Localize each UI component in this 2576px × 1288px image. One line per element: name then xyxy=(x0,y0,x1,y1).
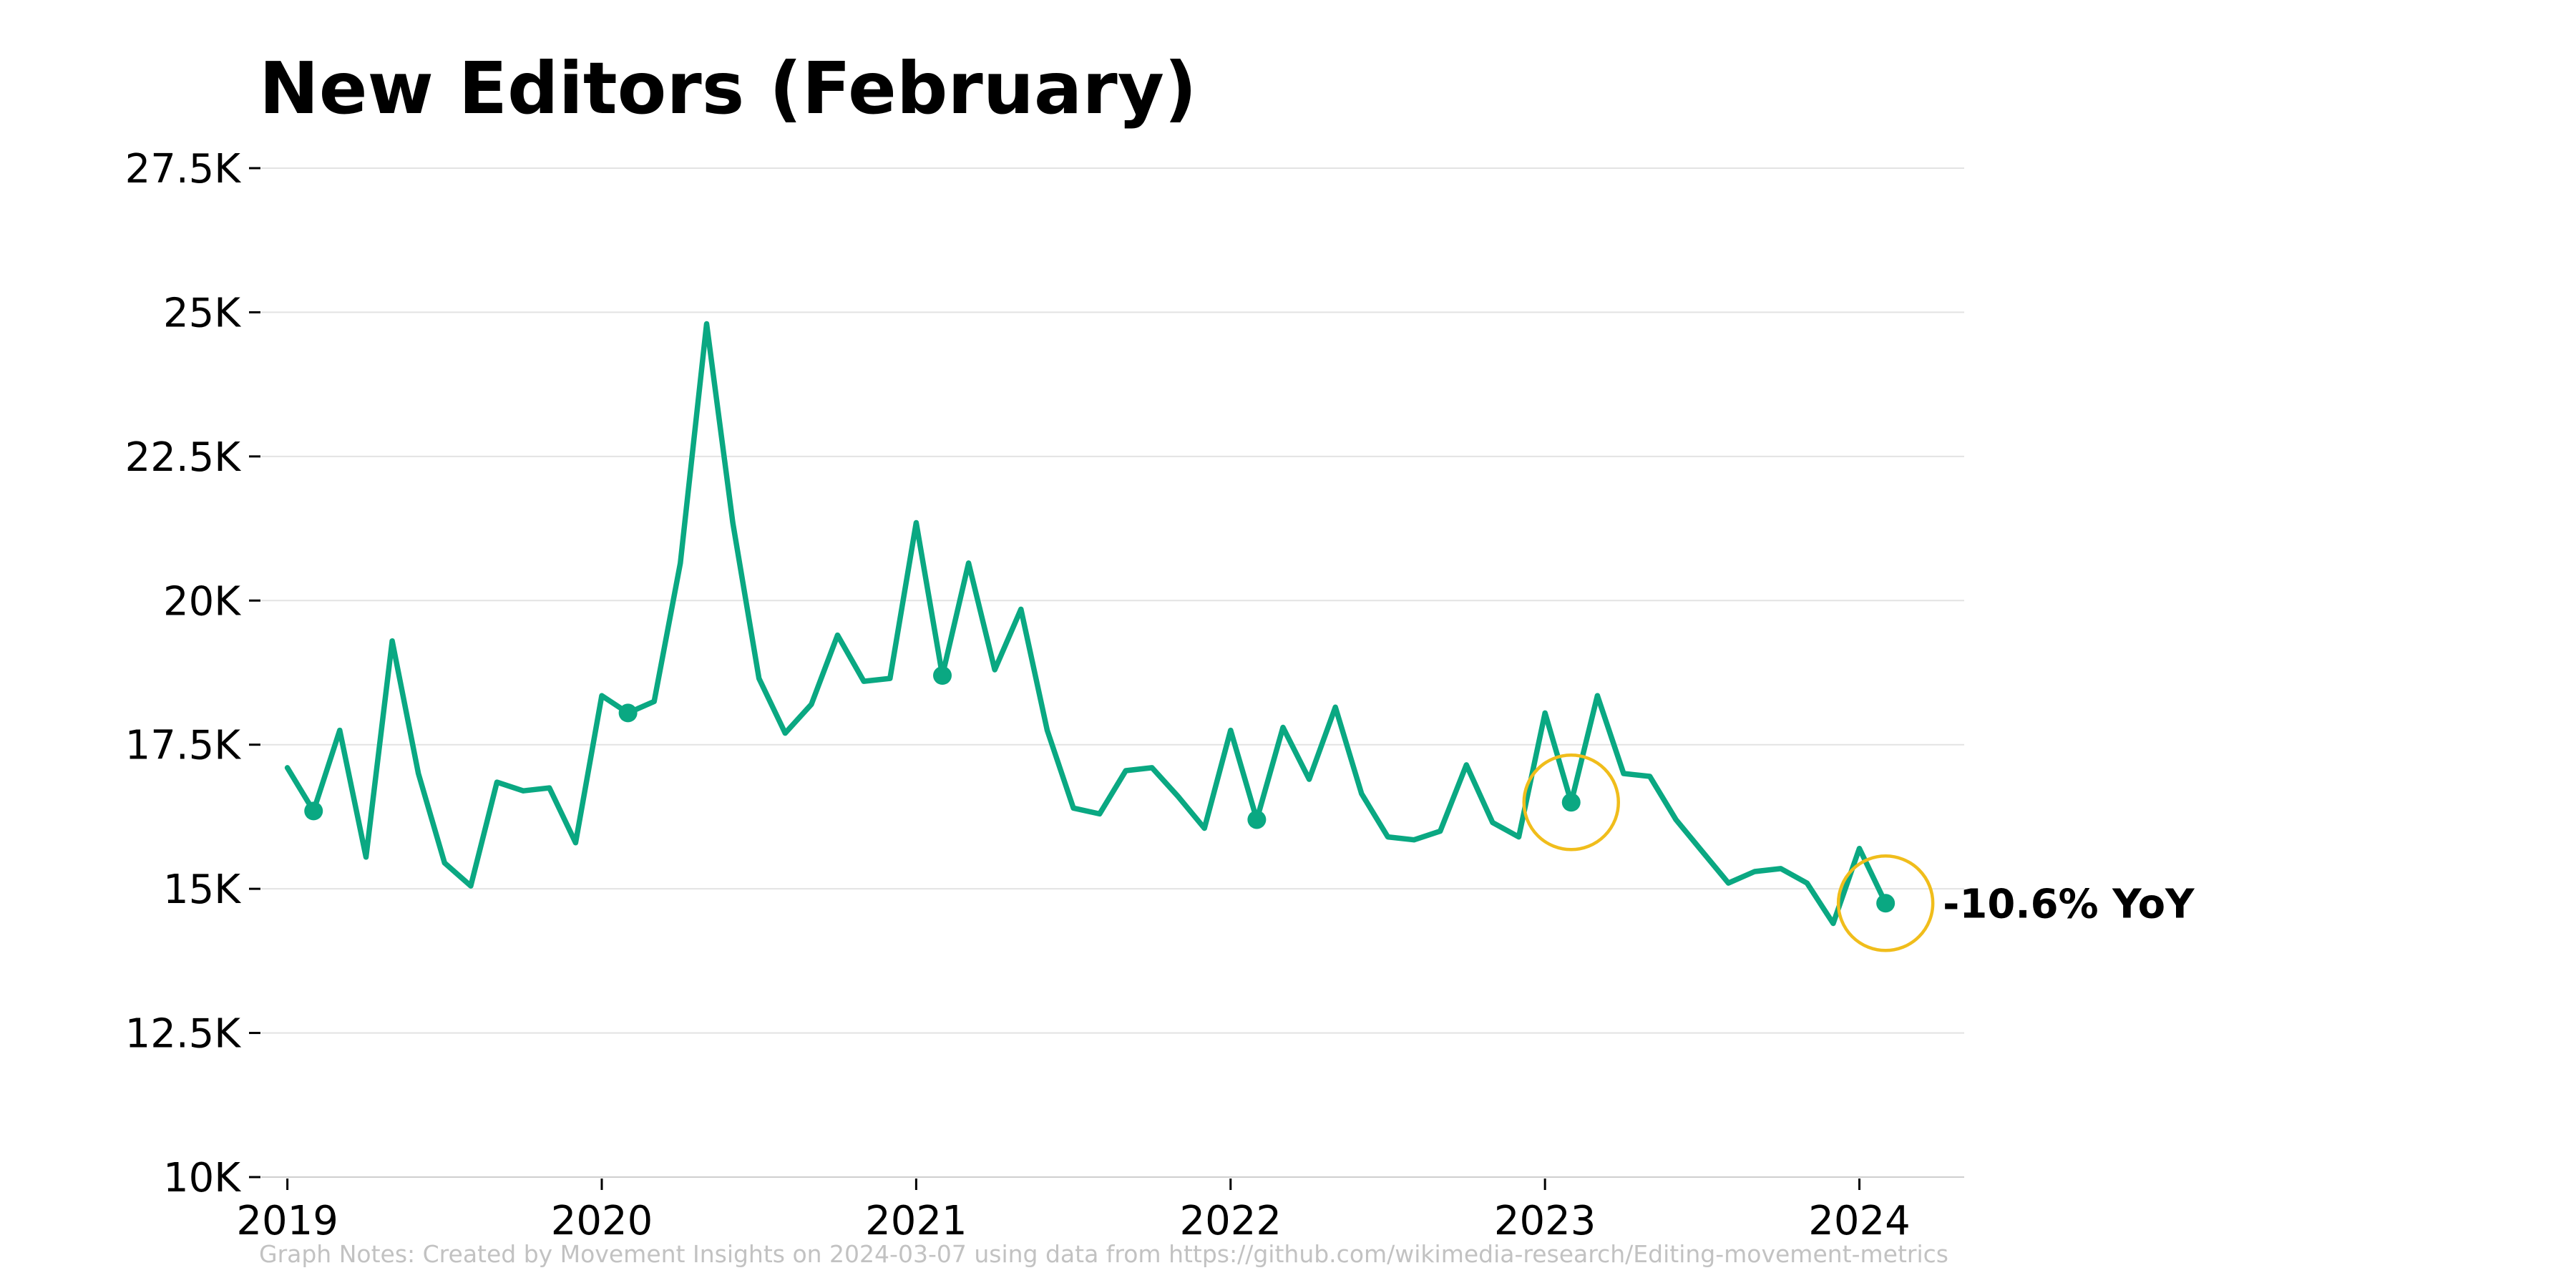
february-marker xyxy=(1561,793,1581,812)
february-marker xyxy=(618,703,638,723)
series-line xyxy=(284,321,1888,927)
x-axis: 2019 2020 2021 2022 2023 2024 xyxy=(236,1176,1964,1244)
february-marker xyxy=(1247,810,1267,829)
x-tick-label: 2022 xyxy=(1180,1198,1282,1244)
annotation-layer xyxy=(1522,753,1935,952)
february-marker xyxy=(933,666,952,686)
y-tick-label: 25K xyxy=(163,290,241,336)
y-tick-label: 12.5K xyxy=(125,1011,242,1058)
x-tick-label: 2019 xyxy=(236,1198,338,1244)
x-tick-label: 2021 xyxy=(865,1198,967,1244)
y-tick-label: 17.5K xyxy=(125,723,242,769)
february-marker xyxy=(304,801,323,821)
gridlines xyxy=(261,167,1964,1034)
graph-notes-footnote: Graph Notes: Created by Movement Insight… xyxy=(259,1240,1948,1268)
x-tick-label: 2024 xyxy=(1808,1198,1911,1244)
x-tick-label: 2020 xyxy=(551,1198,653,1244)
highlight-circle xyxy=(1836,854,1935,952)
yoy-annotation-label: -10.6% YoY xyxy=(1943,881,2195,927)
y-tick-label: 15K xyxy=(163,867,241,913)
y-tick-label: 27.5K xyxy=(125,146,242,192)
y-axis: 10K 12.5K 15K 17.5K 20K 22.5K 25K 27.5K xyxy=(125,146,260,1201)
y-tick-label: 22.5K xyxy=(125,434,242,481)
february-marker xyxy=(1876,894,1896,913)
y-tick-label: 20K xyxy=(163,578,241,625)
series-layer xyxy=(284,321,1896,927)
chart-title: New Editors (February) xyxy=(259,47,1197,130)
highlight-circle xyxy=(1522,753,1621,852)
y-tick-label: 10K xyxy=(163,1155,241,1201)
x-tick-label: 2023 xyxy=(1494,1198,1596,1244)
